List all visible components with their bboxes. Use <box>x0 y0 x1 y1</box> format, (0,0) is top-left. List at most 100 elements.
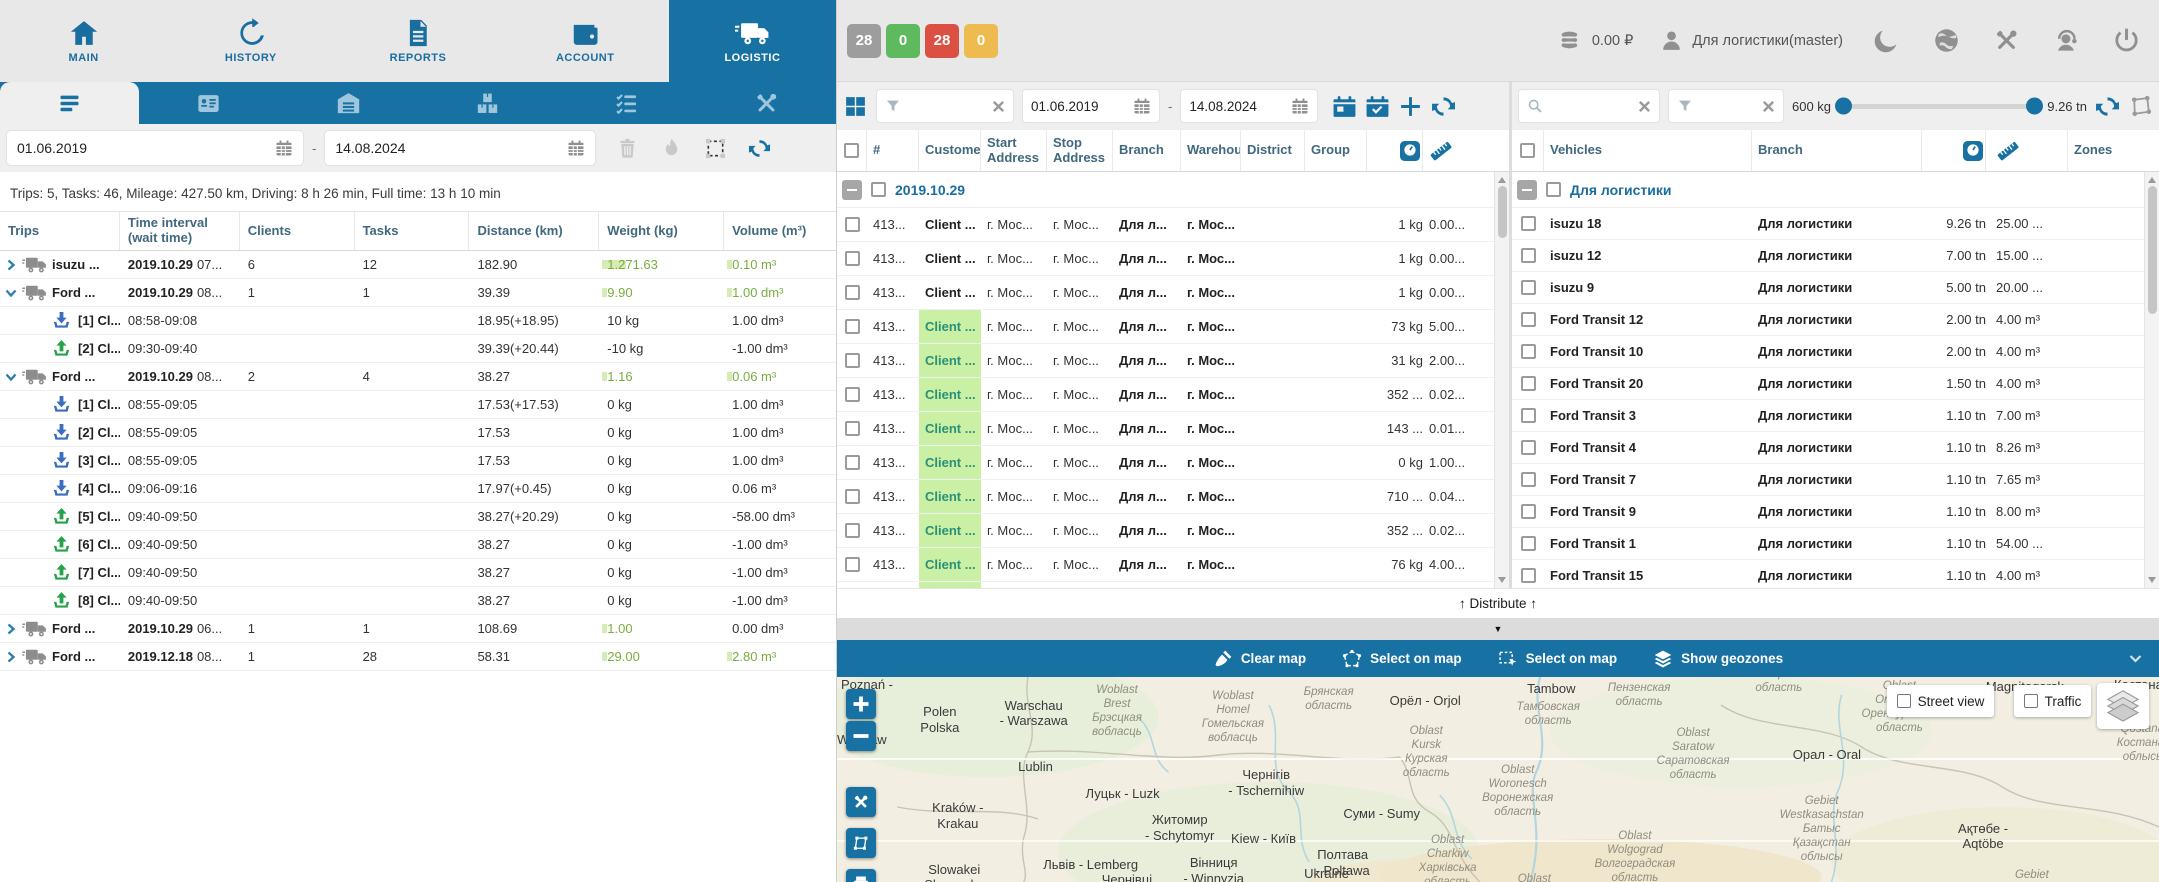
badge-red[interactable]: 28 <box>925 23 959 58</box>
order-checkbox[interactable] <box>844 523 860 538</box>
col-order-number[interactable]: # <box>867 130 919 171</box>
calendar-check-button[interactable] <box>1365 94 1390 119</box>
clear-map-button[interactable]: Clear map <box>1213 649 1306 669</box>
collapse-group-button[interactable] <box>1517 179 1537 200</box>
trip-row[interactable]: [1] Cl... 08:55-09:05 17.53(+17.53) 0 kg… <box>0 391 836 419</box>
select-area-button[interactable] <box>704 137 727 160</box>
order-row[interactable]: 413... Client ... г. Мос... г. Мос... Дл… <box>837 276 1494 310</box>
col-volume[interactable]: Volume (m³) <box>732 222 807 238</box>
trip-row[interactable]: [5] Cl... 09:40-09:50 38.27(+20.29) 0 kg… <box>0 503 836 531</box>
vehicle-row[interactable]: isuzu 9 Для логистики 5.00 tn 20.00 ... <box>1512 272 2144 304</box>
col-order-weight[interactable] <box>1367 130 1423 171</box>
vehicle-checkbox[interactable] <box>1520 344 1536 359</box>
group-checkbox[interactable] <box>1546 182 1561 197</box>
refresh-vehicles-button[interactable] <box>2095 94 2120 119</box>
expand-chevron-icon[interactable] <box>4 650 18 664</box>
zoom-in-button[interactable] <box>846 689 876 719</box>
col-district[interactable]: District <box>1241 130 1305 171</box>
grid-view-button[interactable] <box>843 94 868 119</box>
zoom-out-button[interactable] <box>846 721 876 751</box>
vehicle-checkbox[interactable] <box>1520 472 1536 487</box>
scrollbar-thumb[interactable] <box>1497 186 1507 238</box>
order-checkbox[interactable] <box>844 285 860 300</box>
trip-row[interactable]: Ford ... 2019.10.29 08... 1 1 39.39 9.90 … <box>0 279 836 307</box>
trip-row[interactable]: [2] Cl... 08:55-09:05 17.53 0 kg 1.00 dm… <box>0 419 836 447</box>
select-all-vehicles[interactable] <box>1512 130 1544 171</box>
scroll-down-arrow[interactable] <box>1498 577 1506 583</box>
vehicle-checkbox[interactable] <box>1520 440 1536 455</box>
col-order-volume[interactable] <box>1423 130 1493 171</box>
order-checkbox[interactable] <box>844 319 860 334</box>
vehicle-row[interactable]: Ford Transit 20 Для логистики 1.50 tn 4.… <box>1512 368 2144 400</box>
nav-item-logistic[interactable]: LOGISTIC <box>668 0 837 82</box>
trip-row[interactable]: [3] Cl... 08:55-09:05 17.53 0 kg 1.00 dm… <box>0 447 836 475</box>
order-row[interactable]: 413... Client ... г. Мос... г. Мос... Дл… <box>837 548 1494 582</box>
logout-button[interactable] <box>2109 24 2143 58</box>
trip-row[interactable]: [2] Cl... 09:30-09:40 39.39(+20.44) -10 … <box>0 335 836 363</box>
tab-trips[interactable] <box>0 82 140 124</box>
group-checkbox[interactable] <box>871 182 886 197</box>
select-on-map-rect-button[interactable]: Select on map <box>1498 649 1617 669</box>
refresh-trips-button[interactable] <box>748 137 771 160</box>
clear-filter-icon[interactable] <box>1762 100 1775 113</box>
order-checkbox[interactable] <box>844 455 860 470</box>
vehicle-row[interactable]: Ford Transit 10 Для логистики 2.00 tn 4.… <box>1512 336 2144 368</box>
hot-tasks-button[interactable] <box>660 137 683 160</box>
show-geozones-button[interactable]: Show geozones <box>1653 649 1783 669</box>
vehicle-checkbox[interactable] <box>1520 248 1536 263</box>
col-clients[interactable]: Clients <box>240 212 355 250</box>
order-row[interactable]: 413... Client ... г. Мос... г. Мос... Дл… <box>837 412 1494 446</box>
order-checkbox[interactable] <box>844 217 860 232</box>
order-row[interactable]: 413... Client ... г. Мос... г. Мос... Дл… <box>837 446 1494 480</box>
language-button[interactable] <box>1929 24 1963 58</box>
current-user[interactable]: Для логистики(master) <box>1659 28 1843 53</box>
vehicle-row[interactable]: Ford Transit 7 Для логистики 1.10 tn 7.6… <box>1512 464 2144 496</box>
vehicle-checkbox[interactable] <box>1520 312 1536 327</box>
settings-button[interactable] <box>1989 24 2023 58</box>
col-group[interactable]: Group <box>1305 130 1367 171</box>
col-start-address[interactable]: Start Address <box>981 130 1047 171</box>
trip-row[interactable]: Ford ... 2019.10.29 08... 2 4 38.27 1.16 … <box>0 363 836 391</box>
col-customer[interactable]: Customer <box>919 130 981 171</box>
col-vehicles[interactable]: Vehicles <box>1544 130 1752 171</box>
vehicle-row[interactable]: Ford Transit 9 Для логистики 1.10 tn 8.0… <box>1512 496 2144 528</box>
order-row[interactable]: 413... Client ... г. Мос... г. Мос... Дл… <box>837 378 1494 412</box>
col-branch[interactable]: Branch <box>1113 130 1181 171</box>
street-view-checkbox[interactable] <box>1896 694 1911 708</box>
vehicles-filter-input[interactable] <box>1668 89 1784 123</box>
vehicle-checkbox[interactable] <box>1520 536 1536 551</box>
order-row[interactable]: 413... Client ... г. Мос... г. Мос... Дл… <box>837 514 1494 548</box>
traffic-checkbox[interactable] <box>2023 694 2038 708</box>
map-layers-button[interactable] <box>2097 683 2149 729</box>
trip-row[interactable]: [8] Cl... 09:40-09:50 38.27 0 kg -1.00 d… <box>0 587 836 615</box>
distribute-button[interactable]: ↑ Distribute ↑ <box>837 588 2159 618</box>
night-mode-button[interactable] <box>1869 24 1903 58</box>
trip-row[interactable]: Ford ... 2019.10.29 06... 1 1 108.69 1.00… <box>0 615 836 643</box>
orders-date-to-input[interactable]: 14.08.2024 <box>1180 89 1319 123</box>
add-order-button[interactable] <box>1398 94 1423 119</box>
trips-date-from-input[interactable]: 01.06.2019 <box>6 130 304 166</box>
order-row[interactable]: 413... Client ... г. Мос... г. Мос... Дл… <box>837 208 1494 242</box>
vehicle-checkbox[interactable] <box>1520 216 1536 231</box>
map-polygon-select-button[interactable] <box>846 828 876 858</box>
orders-scrollbar[interactable] <box>1494 172 1509 588</box>
balance[interactable]: 0.00 ₽ <box>1559 28 1633 53</box>
col-vehicle-capacity[interactable] <box>1922 130 1986 171</box>
order-checkbox[interactable] <box>844 421 860 436</box>
clear-filter-icon[interactable] <box>992 100 1005 113</box>
order-row[interactable]: 413... Client ... г. Мос... г. Мос... Дл… <box>837 310 1494 344</box>
traffic-toggle[interactable]: Traffic <box>2013 685 2092 717</box>
vehicle-checkbox[interactable] <box>1520 376 1536 391</box>
col-vehicle-volume[interactable] <box>1986 130 2068 171</box>
expand-chevron-icon[interactable] <box>4 286 18 300</box>
nav-item-main[interactable]: MAIN <box>0 0 167 82</box>
trip-row[interactable]: [6] Cl... 09:40-09:50 38.27 0 kg -1.00 d… <box>0 531 836 559</box>
order-row[interactable]: 413... Client ... г. Мос... г. Мос... Дл… <box>837 480 1494 514</box>
vehicle-row[interactable]: Ford Transit 1 Для логистики 1.10 tn 54.… <box>1512 528 2144 560</box>
badge-orange[interactable]: 0 <box>964 23 998 58</box>
order-row[interactable]: 413... Client ... г. Мос... г. Мос... Дл… <box>837 582 1494 588</box>
expand-chevron-icon[interactable] <box>4 622 18 636</box>
trip-row[interactable]: isuzu ... 2019.10.29 07... 6 12 182.90 1.… <box>0 251 836 279</box>
vehicles-search-input[interactable] <box>1518 89 1660 123</box>
trip-row[interactable]: Ford ... 2019.12.18 08... 1 28 58.31 29.0… <box>0 643 836 671</box>
